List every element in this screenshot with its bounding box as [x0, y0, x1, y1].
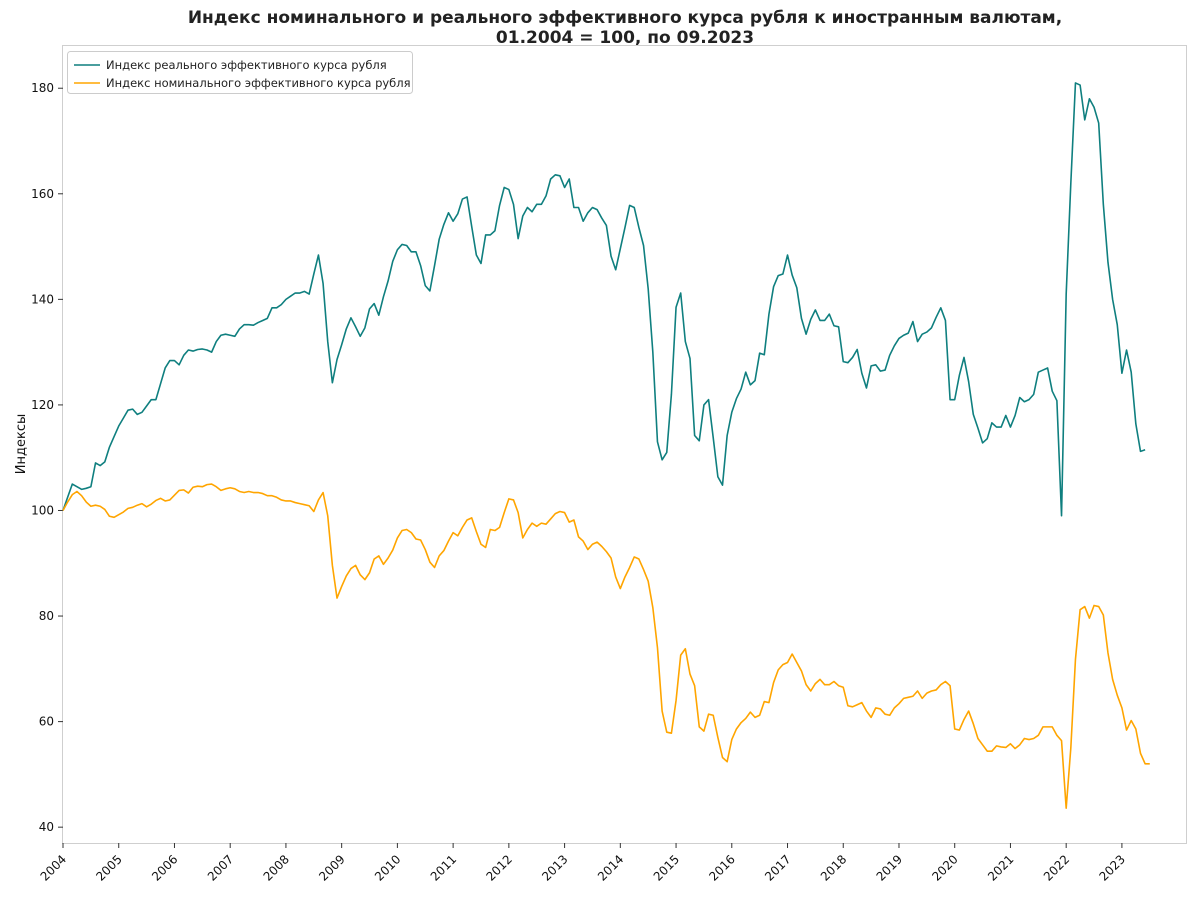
plot-area-frame	[62, 45, 1187, 844]
y-tick-label: 80	[39, 609, 54, 623]
series-line-real	[62, 82, 1146, 517]
x-tick-label: 2004	[38, 852, 69, 883]
x-tick-label: 2023	[1097, 852, 1128, 883]
x-tick-label: 2021	[985, 852, 1016, 883]
x-tick-label: 2015	[651, 852, 682, 883]
y-tick-label: 160	[31, 187, 54, 201]
y-tick-label: 40	[39, 820, 54, 834]
x-axis: 2004 2005 2006 2007 2008 2009 2010 2011 2012 2013…	[38, 843, 1128, 884]
y-tick-label: 120	[31, 398, 54, 412]
x-tick-label: 2014	[595, 852, 626, 883]
legend: Индекс реального эффективного курса рубл…	[67, 51, 413, 94]
x-tick-label: 2008	[261, 852, 292, 883]
series-layer	[62, 82, 1150, 809]
x-tick-label: 2009	[316, 852, 347, 883]
y-tick-label: 140	[31, 292, 54, 306]
y-tick-label: 100	[31, 503, 54, 517]
x-tick-label: 2011	[428, 852, 459, 883]
chart-title-line-2: 01.2004 = 100, по 09.2023	[495, 28, 755, 48]
y-axis: 40 60 80 100 120 140 160 180	[31, 81, 63, 834]
x-tick-label: 2013	[539, 852, 570, 883]
x-tick-label: 2010	[372, 852, 403, 883]
x-tick-label: 2019	[874, 852, 905, 883]
x-tick-label: 2006	[149, 852, 180, 883]
y-tick-label: 180	[31, 81, 54, 95]
x-tick-label: 2017	[762, 852, 793, 883]
legend-label-nominal: Индекс номинального эффективного курса р…	[106, 76, 411, 90]
x-tick-label: 2005	[93, 852, 124, 883]
x-tick-label: 2020	[929, 852, 960, 883]
x-tick-label: 2016	[706, 852, 737, 883]
chart-title-line-1: Индекс номинального и реального эффектив…	[187, 8, 1063, 28]
legend-label-real: Индекс реального эффективного курса рубл…	[106, 58, 387, 72]
series-line-nominal	[62, 483, 1150, 809]
x-tick-label: 2018	[818, 852, 849, 883]
legend-box	[67, 51, 413, 94]
x-tick-label: 2022	[1041, 852, 1072, 883]
y-tick-label: 60	[39, 715, 54, 729]
x-tick-label: 2007	[205, 852, 236, 883]
y-axis-label: Индексы	[14, 414, 29, 474]
x-tick-label: 2012	[483, 852, 514, 883]
chart-title: Индекс номинального и реального эффектив…	[0, 8, 1200, 48]
